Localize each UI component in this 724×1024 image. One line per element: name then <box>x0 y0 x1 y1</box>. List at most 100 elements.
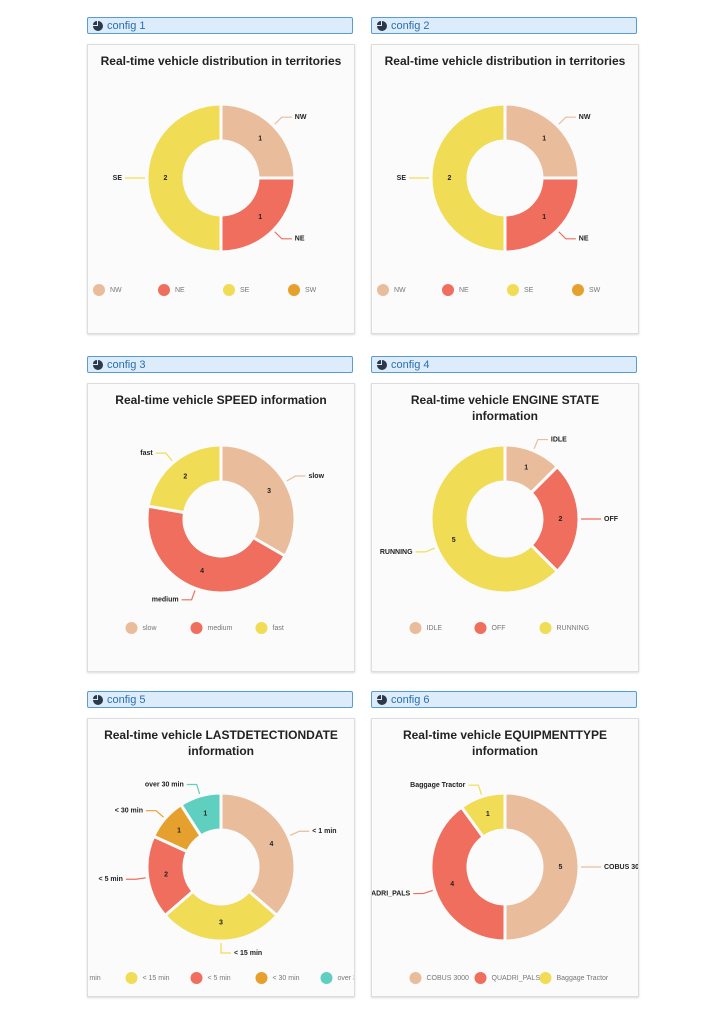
legend-label: SE <box>524 287 534 294</box>
chart-title: Real-time vehicle EQUIPMENTTYPE informat… <box>402 728 608 758</box>
chart: 4 < 1 min 3 < 15 min 2 < 5 min 1 < 30 min 1 over … <box>88 781 354 984</box>
icon-shape <box>377 695 387 705</box>
leader-line <box>558 116 576 125</box>
legend-swatch <box>539 622 552 634</box>
panel-header: config 1 <box>87 17 353 34</box>
slice-label: over 30 min <box>145 781 184 788</box>
slice-label: RUNNING <box>380 549 413 556</box>
icon-shape <box>93 360 103 370</box>
chart-title: Real-time vehicle distribution in territ… <box>384 54 626 68</box>
slice-value: 4 <box>450 881 454 888</box>
slice-value: 1 <box>203 811 207 818</box>
pie-icon <box>377 21 387 31</box>
slice-value: 4 <box>200 568 204 575</box>
legend-label: NW <box>110 287 122 294</box>
legend-swatch <box>190 622 203 634</box>
legend-label: QUADRI_PALS <box>492 975 541 982</box>
leader-line <box>155 452 173 462</box>
pie-slice <box>219 102 297 180</box>
legend-label: NE <box>175 287 185 294</box>
slice-value: 1 <box>258 214 262 221</box>
leader-line <box>146 810 164 818</box>
icon-shape <box>93 360 97 364</box>
chart-box: Real-time vehicle SPEED information 3 slow… <box>87 383 355 672</box>
legend-label: RUNNING <box>557 625 590 632</box>
slice-label: < 1 min <box>312 828 336 835</box>
chart: 3 slow 4 medium 2 fast slow medium fast <box>125 443 325 634</box>
slice-label: medium <box>152 597 179 604</box>
leader-line <box>558 231 576 240</box>
slice-value: 3 <box>219 919 223 926</box>
panel-header: config 3 <box>87 356 353 373</box>
pie-slice <box>178 791 223 838</box>
slice-value: 1 <box>542 214 546 221</box>
legend-swatch <box>377 284 389 296</box>
pie-icon <box>93 360 103 370</box>
slice-value: 1 <box>542 136 546 143</box>
legend-label: Baggage Tractor <box>557 975 609 982</box>
legend-swatch <box>125 622 138 634</box>
slice-value: 3 <box>267 488 271 495</box>
slice-value: 2 <box>559 516 563 523</box>
chart-box: Real-time vehicle distribution in territ… <box>87 44 355 334</box>
chart-title: Real-time vehicle SPEED information <box>115 393 327 407</box>
pie-slice <box>219 176 297 254</box>
panel-label: config 1 <box>107 20 146 32</box>
panel-header: config 2 <box>371 17 637 34</box>
slice-label: SE <box>113 175 123 182</box>
legend-label: < 15 min <box>143 975 170 982</box>
panel-label: config 3 <box>107 359 146 371</box>
panel-header: config 5 <box>87 691 353 708</box>
slice-label: NE <box>295 236 305 243</box>
pie-slice <box>459 791 507 840</box>
pie-slice <box>503 791 581 943</box>
slice-label: slow <box>308 473 324 480</box>
leader-line <box>286 475 306 482</box>
pie-slice <box>529 464 581 574</box>
slice-value: 2 <box>164 175 168 182</box>
legend-swatch <box>255 972 268 984</box>
icon-shape <box>377 360 381 364</box>
legend-swatch <box>255 622 268 634</box>
leader-line <box>125 877 146 880</box>
slice-value: 2 <box>183 473 187 480</box>
chart: 5 COBUS 3000 4 QUADRI_PALS 1 Baggage Tractor C… <box>372 782 638 984</box>
pie-slice <box>429 805 507 943</box>
pie-slice <box>162 889 280 943</box>
icon-shape <box>93 695 97 699</box>
legend-label: SE <box>240 287 250 294</box>
icon-shape <box>377 21 381 25</box>
slice-label: < 30 min <box>115 808 143 815</box>
pie-slice <box>429 102 507 254</box>
chart: 1 NW 1 NE 2 SE NW NE SE SW <box>93 102 317 296</box>
slice-label: NW <box>295 114 307 121</box>
legend-label: IDLE <box>427 625 443 632</box>
slice-value: 5 <box>559 864 563 871</box>
slice-value: 5 <box>452 537 456 544</box>
slice-label: QUADRI_PALS <box>372 890 411 897</box>
legend-label: SW <box>589 287 601 294</box>
legend-swatch <box>572 284 584 296</box>
slice-value: 2 <box>164 872 168 879</box>
legend-label: OFF <box>492 625 506 632</box>
legend-swatch <box>190 972 203 984</box>
slice-label: SE <box>397 175 407 182</box>
panel-label: config 5 <box>107 694 146 706</box>
slice-label: < 5 min <box>99 876 123 883</box>
pie-slice <box>219 443 297 559</box>
chart-box: Real-time vehicle LASTDETECTIONDATE info… <box>87 718 355 997</box>
panel-label: config 2 <box>391 20 430 32</box>
slice-value: 4 <box>270 841 274 848</box>
leader-line <box>220 943 231 954</box>
slice-value: 1 <box>177 827 181 834</box>
panel-label: config 4 <box>391 359 430 371</box>
icon-shape <box>93 695 103 705</box>
pie-icon <box>93 695 103 705</box>
legend-label: slow <box>143 625 158 632</box>
slice-value: 1 <box>486 811 490 818</box>
leader-line <box>413 889 433 895</box>
legend-swatch <box>474 622 487 634</box>
legend-swatch <box>288 284 300 296</box>
leader-line <box>274 231 292 240</box>
